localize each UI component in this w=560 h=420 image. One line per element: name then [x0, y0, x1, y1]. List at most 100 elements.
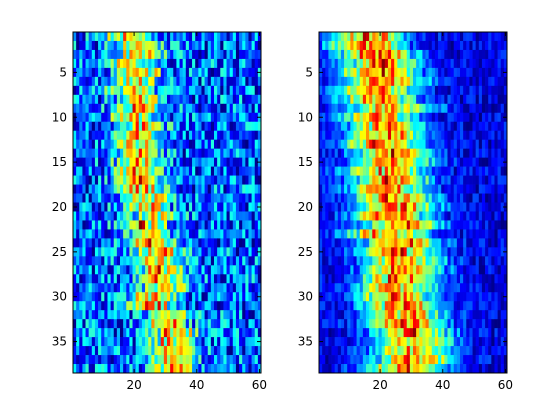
- heatmap-cell: [409, 32, 414, 42]
- heatmap-cell: [120, 94, 124, 105]
- heatmap-cell: [85, 157, 90, 167]
- heatmap-cell: [160, 274, 165, 284]
- heatmap-cell: [472, 184, 477, 194]
- heatmap-cell: [138, 184, 143, 194]
- heatmap-cell: [362, 211, 367, 221]
- heatmap-cell: [406, 76, 411, 87]
- heatmap-cell: [413, 211, 417, 221]
- heatmap-cell: [160, 67, 165, 78]
- heatmap-cell: [157, 355, 162, 365]
- heatmap-cell: [488, 247, 492, 257]
- heatmap-cell: [381, 175, 386, 185]
- heatmap-cell: [210, 49, 215, 60]
- heatmap-cell: [400, 67, 404, 78]
- heatmap-cell: [232, 319, 237, 329]
- heatmap-cell: [431, 355, 436, 365]
- heatmap-cell: [207, 220, 212, 230]
- heatmap-cell: [170, 94, 174, 105]
- heatmap-cell: [132, 202, 137, 212]
- heatmap-cell: [79, 256, 83, 266]
- heatmap-cell: [135, 40, 140, 51]
- heatmap-cell: [126, 220, 130, 230]
- heatmap-cell: [160, 355, 165, 365]
- heatmap-cell: [217, 157, 221, 167]
- heatmap-cell: [132, 211, 137, 221]
- heatmap-cell: [347, 274, 351, 284]
- heatmap-cell: [340, 301, 345, 311]
- heatmap-cell: [210, 85, 215, 96]
- heatmap-cell: [120, 121, 124, 132]
- heatmap-cell: [88, 94, 93, 105]
- heatmap-cell: [132, 238, 137, 248]
- heatmap-cell: [375, 103, 379, 114]
- heatmap-cell: [248, 94, 252, 105]
- heatmap-cell: [154, 32, 158, 42]
- heatmap-cell: [375, 310, 379, 320]
- heatmap-cell: [170, 265, 174, 275]
- heatmap-cell: [416, 32, 420, 42]
- heatmap-cell: [123, 103, 127, 114]
- heatmap-cell: [378, 148, 383, 158]
- heatmap-cell: [325, 211, 329, 221]
- heatmap-cell: [450, 283, 455, 293]
- heatmap-cell: [198, 76, 202, 87]
- heatmap-cell: [173, 76, 177, 87]
- heatmap-cell: [239, 265, 243, 275]
- heatmap-cell: [123, 310, 127, 320]
- heatmap-cell: [485, 130, 489, 141]
- heatmap-cell: [204, 175, 209, 185]
- heatmap-cell: [141, 301, 146, 311]
- heatmap-cell: [182, 49, 187, 60]
- heatmap-cell: [485, 94, 489, 105]
- heatmap-cell: [441, 94, 445, 105]
- heatmap-cell: [444, 301, 448, 311]
- heatmap-cell: [369, 40, 373, 51]
- heatmap-cell: [491, 112, 495, 123]
- heatmap-cell: [397, 238, 401, 248]
- heatmap-cell: [481, 310, 486, 320]
- heatmap-cell: [447, 157, 451, 167]
- heatmap-cell: [397, 148, 401, 158]
- heatmap-cell: [378, 220, 383, 230]
- heatmap-cell: [500, 292, 505, 302]
- heatmap-cell: [207, 229, 212, 239]
- heatmap-cell: [188, 229, 193, 239]
- heatmap-cell: [223, 301, 227, 311]
- heatmap-cell: [138, 310, 143, 320]
- heatmap-cell: [453, 337, 458, 347]
- heatmap-cell: [85, 94, 90, 105]
- heatmap-cell: [447, 49, 451, 60]
- heatmap-cell: [488, 292, 492, 302]
- heatmap-cell: [460, 364, 464, 374]
- heatmap-cell: [425, 256, 430, 266]
- heatmap-cell: [425, 229, 430, 239]
- heatmap-cell: [384, 94, 389, 105]
- heatmap-cell: [235, 67, 240, 78]
- heatmap-cell: [334, 76, 339, 87]
- heatmap-cell: [384, 283, 389, 293]
- heatmap-cell: [207, 265, 212, 275]
- heatmap-cell: [375, 346, 379, 356]
- heatmap-cell: [91, 148, 96, 158]
- heatmap-cell: [151, 301, 155, 311]
- heatmap-cell: [173, 346, 177, 356]
- heatmap-cell: [375, 139, 379, 150]
- heatmap-cell: [151, 319, 155, 329]
- heatmap-cell: [123, 175, 127, 185]
- heatmap-cell: [145, 274, 149, 284]
- heatmap-cell: [214, 238, 218, 248]
- heatmap-cell: [85, 130, 90, 141]
- heatmap-cell: [431, 166, 436, 176]
- heatmap-cell: [254, 301, 259, 311]
- heatmap-cell: [347, 121, 351, 132]
- heatmap-cell: [195, 337, 199, 347]
- heatmap-cell: [450, 301, 455, 311]
- heatmap-cell: [475, 202, 480, 212]
- heatmap-cell: [235, 310, 240, 320]
- heatmap-cell: [129, 202, 133, 212]
- heatmap-cell: [123, 58, 127, 69]
- heatmap-cell: [366, 76, 370, 87]
- heatmap-cell: [235, 265, 240, 275]
- heatmap-cell: [485, 193, 489, 203]
- heatmap-cell: [472, 211, 477, 221]
